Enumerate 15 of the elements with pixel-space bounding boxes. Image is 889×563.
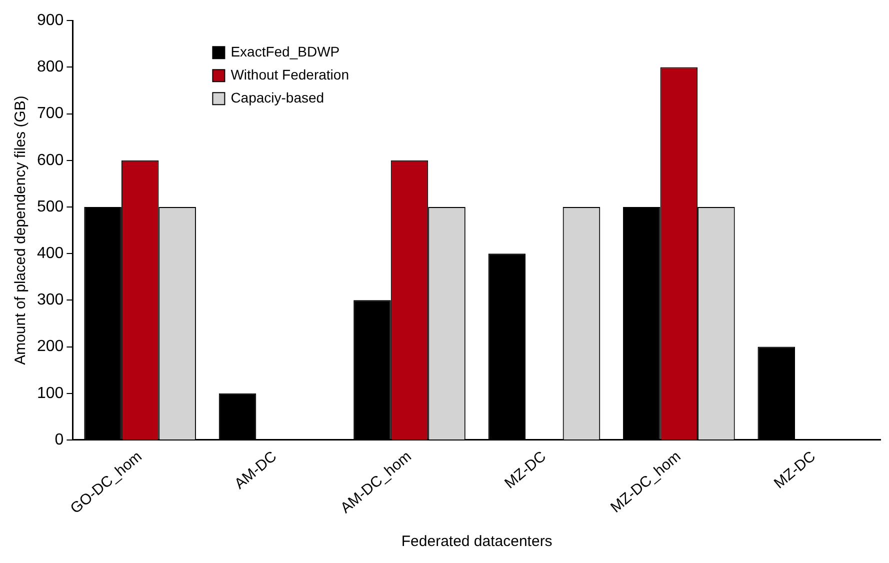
y-tick-label: 200 xyxy=(36,338,64,356)
y-tick-label: 300 xyxy=(36,292,64,309)
y-tick-label: 900 xyxy=(36,12,64,30)
y-tick-label: 800 xyxy=(36,58,64,76)
x-axis-title: Federated datacenters xyxy=(401,533,552,550)
y-tick-label: 400 xyxy=(36,244,64,262)
y-tick-label: 100 xyxy=(36,384,64,402)
y-tick-label: 0 xyxy=(54,431,64,448)
y-tick-label: 600 xyxy=(36,152,64,169)
legend-label: ExactFed_BDWP xyxy=(230,43,340,60)
legend-label: Capaciy-based xyxy=(230,89,324,106)
y-axis-title: Amount of placed dependency files (GB) xyxy=(12,96,30,365)
legend-label: Without Federation xyxy=(230,66,349,82)
y-tick-label: 500 xyxy=(36,198,64,216)
y-tick-label: 700 xyxy=(36,105,64,122)
